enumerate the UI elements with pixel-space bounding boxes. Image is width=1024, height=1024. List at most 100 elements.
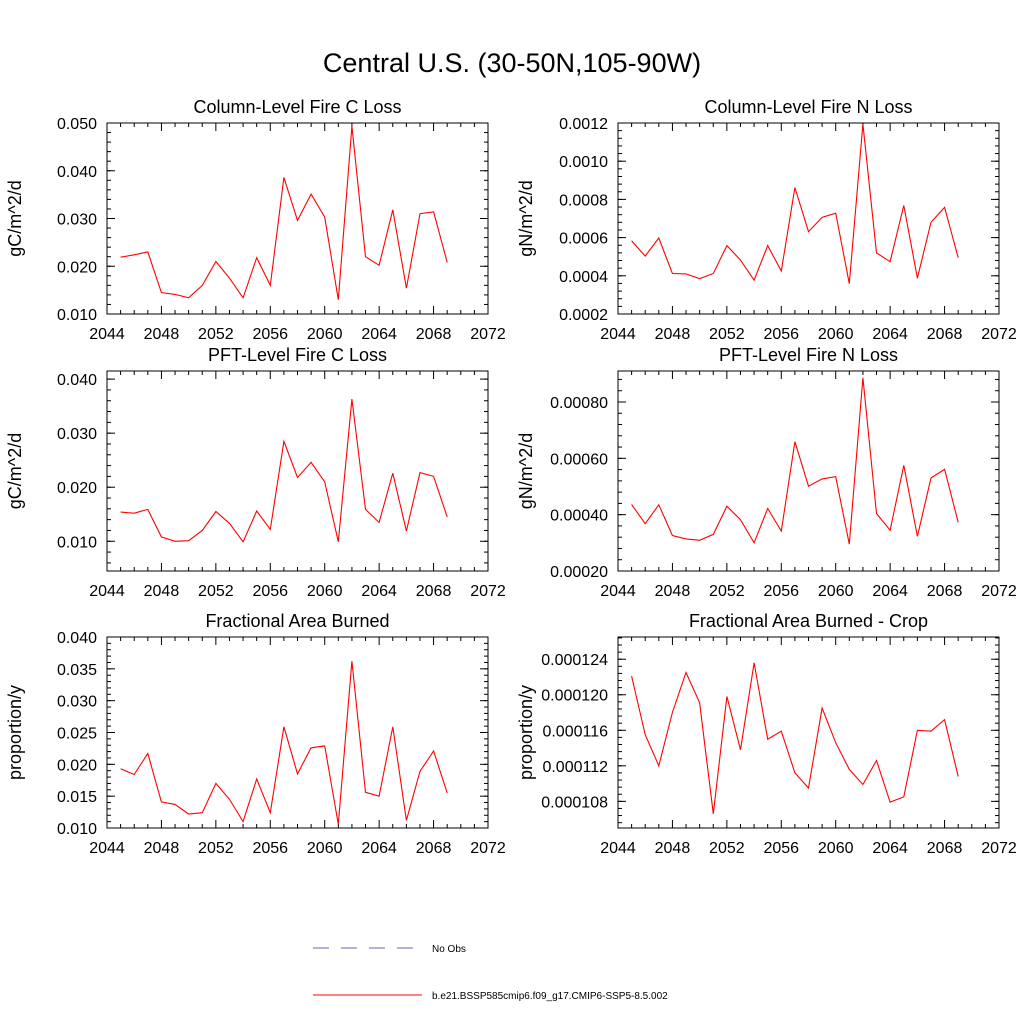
y-axis-label: proportion/y	[5, 685, 25, 780]
y-tick-label: 0.025	[57, 726, 97, 743]
x-tick-label: 2068	[416, 326, 452, 343]
x-tick-label: 2068	[416, 583, 452, 600]
y-tick-label: 0.00040	[550, 508, 608, 525]
y-tick-label: 0.030	[57, 694, 97, 711]
y-tick-label: 0.0012	[559, 116, 608, 133]
x-tick-label: 2064	[361, 840, 397, 857]
panel-title: Fractional Area Burned - Crop	[689, 611, 928, 631]
y-tick-label: 0.010	[57, 821, 97, 838]
x-tick-label: 2052	[198, 326, 234, 343]
y-tick-label: 0.000108	[541, 794, 608, 811]
x-tick-label: 2048	[144, 583, 180, 600]
series-line	[631, 124, 959, 284]
x-tick-label: 2060	[818, 840, 854, 857]
y-axis-label: proportion/y	[516, 685, 536, 780]
y-tick-label: 0.040	[57, 372, 97, 389]
x-tick-label: 2064	[361, 583, 397, 600]
plot-frame	[617, 122, 1000, 315]
x-tick-label: 2052	[198, 840, 234, 857]
x-tick-label: 2068	[927, 583, 963, 600]
y-tick-label: 0.020	[57, 259, 97, 276]
plot-frame	[617, 636, 1000, 829]
y-tick-label: 0.000120	[541, 688, 608, 705]
legend-label: b.e21.BSSP585cmip6.f09_g17.CMIP6-SSP5-8.…	[432, 991, 668, 1002]
x-tick-label: 2072	[981, 840, 1017, 857]
y-tick-label: 0.010	[57, 534, 97, 551]
x-tick-label: 2064	[872, 840, 908, 857]
x-tick-label: 2044	[600, 840, 636, 857]
x-tick-label: 2056	[763, 840, 799, 857]
x-tick-label: 2044	[600, 326, 636, 343]
x-tick-label: 2052	[709, 583, 745, 600]
y-tick-label: 0.000116	[542, 723, 608, 740]
x-tick-label: 2072	[470, 326, 506, 343]
x-tick-label: 2056	[252, 840, 288, 857]
x-tick-label: 2048	[144, 326, 180, 343]
series-line	[631, 377, 959, 545]
x-tick-label: 2072	[470, 583, 506, 600]
x-tick-label: 2072	[981, 583, 1017, 600]
x-tick-label: 2064	[872, 583, 908, 600]
x-tick-label: 2052	[709, 326, 745, 343]
y-tick-label: 0.00080	[550, 395, 608, 412]
x-tick-label: 2060	[307, 840, 343, 857]
x-tick-label: 2056	[252, 583, 288, 600]
legend-label: No Obs	[432, 944, 466, 955]
y-axis-label: gC/m^2/d	[5, 180, 25, 256]
series-line	[120, 126, 448, 300]
panel-title: Column-Level Fire N Loss	[704, 97, 912, 117]
x-tick-label: 2068	[416, 840, 452, 857]
x-tick-label: 2048	[655, 326, 691, 343]
x-tick-label: 2056	[252, 326, 288, 343]
x-tick-label: 2056	[763, 583, 799, 600]
y-tick-label: 0.050	[57, 116, 97, 133]
x-tick-label: 2052	[709, 840, 745, 857]
x-tick-label: 2044	[89, 840, 125, 857]
series-line	[631, 662, 959, 814]
x-tick-label: 2072	[470, 840, 506, 857]
y-tick-label: 0.010	[57, 307, 97, 324]
series-line	[120, 399, 448, 543]
y-tick-label: 0.00020	[550, 564, 608, 581]
x-tick-label: 2048	[655, 840, 691, 857]
plot-frame	[106, 122, 489, 315]
y-tick-label: 0.030	[57, 212, 97, 229]
x-tick-label: 2072	[981, 326, 1017, 343]
x-tick-label: 2060	[307, 583, 343, 600]
x-tick-label: 2044	[89, 583, 125, 600]
x-tick-label: 2064	[872, 326, 908, 343]
y-tick-label: 0.000112	[542, 759, 608, 776]
plot-frame	[106, 370, 489, 572]
y-tick-label: 0.040	[57, 164, 97, 181]
x-tick-label: 2068	[927, 326, 963, 343]
y-tick-label: 0.00060	[550, 451, 608, 468]
y-tick-label: 0.0006	[559, 231, 608, 248]
x-tick-label: 2068	[927, 840, 963, 857]
panel-title: Column-Level Fire C Loss	[193, 97, 401, 117]
y-tick-label: 0.020	[57, 480, 97, 497]
x-tick-label: 2060	[307, 326, 343, 343]
y-tick-label: 0.020	[57, 757, 97, 774]
panel-title: PFT-Level Fire N Loss	[719, 345, 898, 365]
x-tick-label: 2044	[600, 583, 636, 600]
x-tick-label: 2044	[89, 326, 125, 343]
x-tick-label: 2056	[763, 326, 799, 343]
x-tick-label: 2060	[818, 583, 854, 600]
panel-title: Fractional Area Burned	[205, 611, 389, 631]
figure-title: Central U.S. (30-50N,105-90W)	[322, 48, 702, 78]
y-tick-label: 0.030	[57, 426, 97, 443]
x-tick-label: 2048	[655, 583, 691, 600]
y-axis-label: gN/m^2/d	[516, 433, 536, 509]
y-tick-label: 0.0010	[559, 154, 608, 171]
y-tick-label: 0.035	[57, 662, 97, 679]
y-tick-label: 0.0004	[559, 269, 608, 286]
y-tick-label: 0.000124	[541, 652, 608, 669]
x-tick-label: 2060	[818, 326, 854, 343]
panel-title: PFT-Level Fire C Loss	[208, 345, 387, 365]
plot-frame	[106, 636, 489, 829]
y-axis-label: gC/m^2/d	[5, 433, 25, 509]
y-tick-label: 0.015	[57, 789, 97, 806]
x-tick-label: 2064	[361, 326, 397, 343]
y-tick-label: 0.040	[57, 630, 97, 647]
